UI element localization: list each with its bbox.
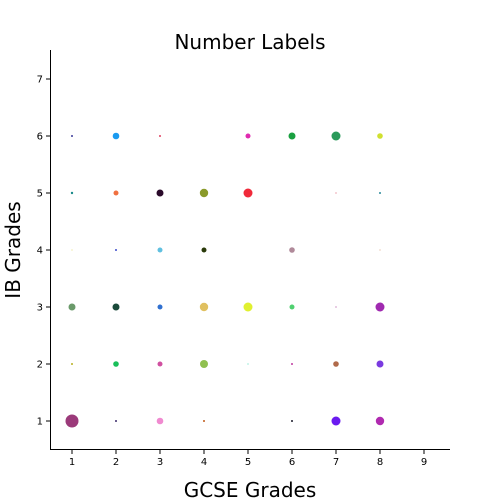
scatter-point: [245, 133, 251, 139]
y-tick-label: 6: [37, 132, 43, 143]
scatter-point: [159, 135, 161, 137]
y-tick-label: 3: [37, 303, 43, 314]
scatter-point: [203, 420, 205, 422]
x-tick-label: 8: [377, 457, 383, 468]
scatter-point: [201, 247, 207, 253]
scatter-point: [289, 247, 295, 253]
axes: [50, 50, 450, 450]
x-tick-label: 1: [69, 457, 75, 468]
scatter-point: [335, 192, 337, 194]
scatter-point: [71, 135, 73, 137]
scatter-point: [200, 360, 208, 368]
scatter-point: [199, 302, 209, 312]
scatter-point: [112, 303, 120, 311]
scatter-point: [331, 416, 341, 426]
y-tick-label: 4: [37, 246, 43, 257]
scatter-point: [376, 360, 384, 368]
scatter-point: [377, 133, 383, 139]
x-tick-label: 7: [333, 457, 339, 468]
scatter-point: [199, 188, 209, 198]
scatter-point: [115, 249, 117, 251]
scatter-point: [335, 306, 337, 308]
scatter-point: [112, 132, 120, 140]
y-tick-label: 1: [37, 417, 43, 428]
scatter-point: [291, 420, 293, 422]
scatter-point: [379, 249, 381, 251]
scatter-point: [333, 361, 339, 367]
scatter-point: [379, 192, 381, 194]
x-tick-label: 5: [245, 457, 251, 468]
scatter-point: [289, 304, 295, 310]
scatter-point: [288, 132, 296, 140]
x-tick-label: 3: [157, 457, 163, 468]
scatter-point: [243, 188, 253, 198]
scatter-point: [291, 363, 293, 365]
x-tick-label: 9: [421, 457, 427, 468]
x-tick-label: 4: [201, 457, 207, 468]
scatter-point: [157, 247, 163, 253]
scatter-point: [68, 303, 76, 311]
scatter-point: [156, 189, 164, 197]
scatter-point: [375, 302, 385, 312]
scatter-point: [375, 416, 385, 426]
scatter-point: [113, 361, 119, 367]
scatter-point: [113, 190, 119, 196]
scatter-point: [71, 363, 73, 365]
scatter-point: [71, 249, 73, 251]
scatter-point: [156, 417, 164, 425]
scatter-point: [243, 302, 253, 312]
scatter-point: [157, 304, 163, 310]
y-tick-label: 2: [37, 360, 43, 371]
scatter-point: [331, 131, 341, 141]
chart-title: Number Labels: [174, 30, 325, 54]
x-tick-label: 6: [289, 457, 295, 468]
scatter-point: [115, 420, 117, 422]
x-ticks: 1 2 3 4 5 6 7 8 9: [69, 450, 427, 468]
y-tick-label: 5: [37, 189, 43, 200]
x-tick-label: 2: [113, 457, 119, 468]
data-points: [65, 131, 385, 428]
y-tick-label: 7: [37, 75, 43, 86]
y-ticks: 1 2 3 4 5 6 7: [37, 75, 50, 428]
scatter-point: [70, 191, 74, 195]
scatter-point: [247, 363, 249, 365]
scatter-point: [157, 361, 163, 367]
scatter-point: [65, 414, 79, 428]
y-axis-label: IB Grades: [1, 201, 25, 298]
x-axis-label: GCSE Grades: [184, 478, 317, 500]
